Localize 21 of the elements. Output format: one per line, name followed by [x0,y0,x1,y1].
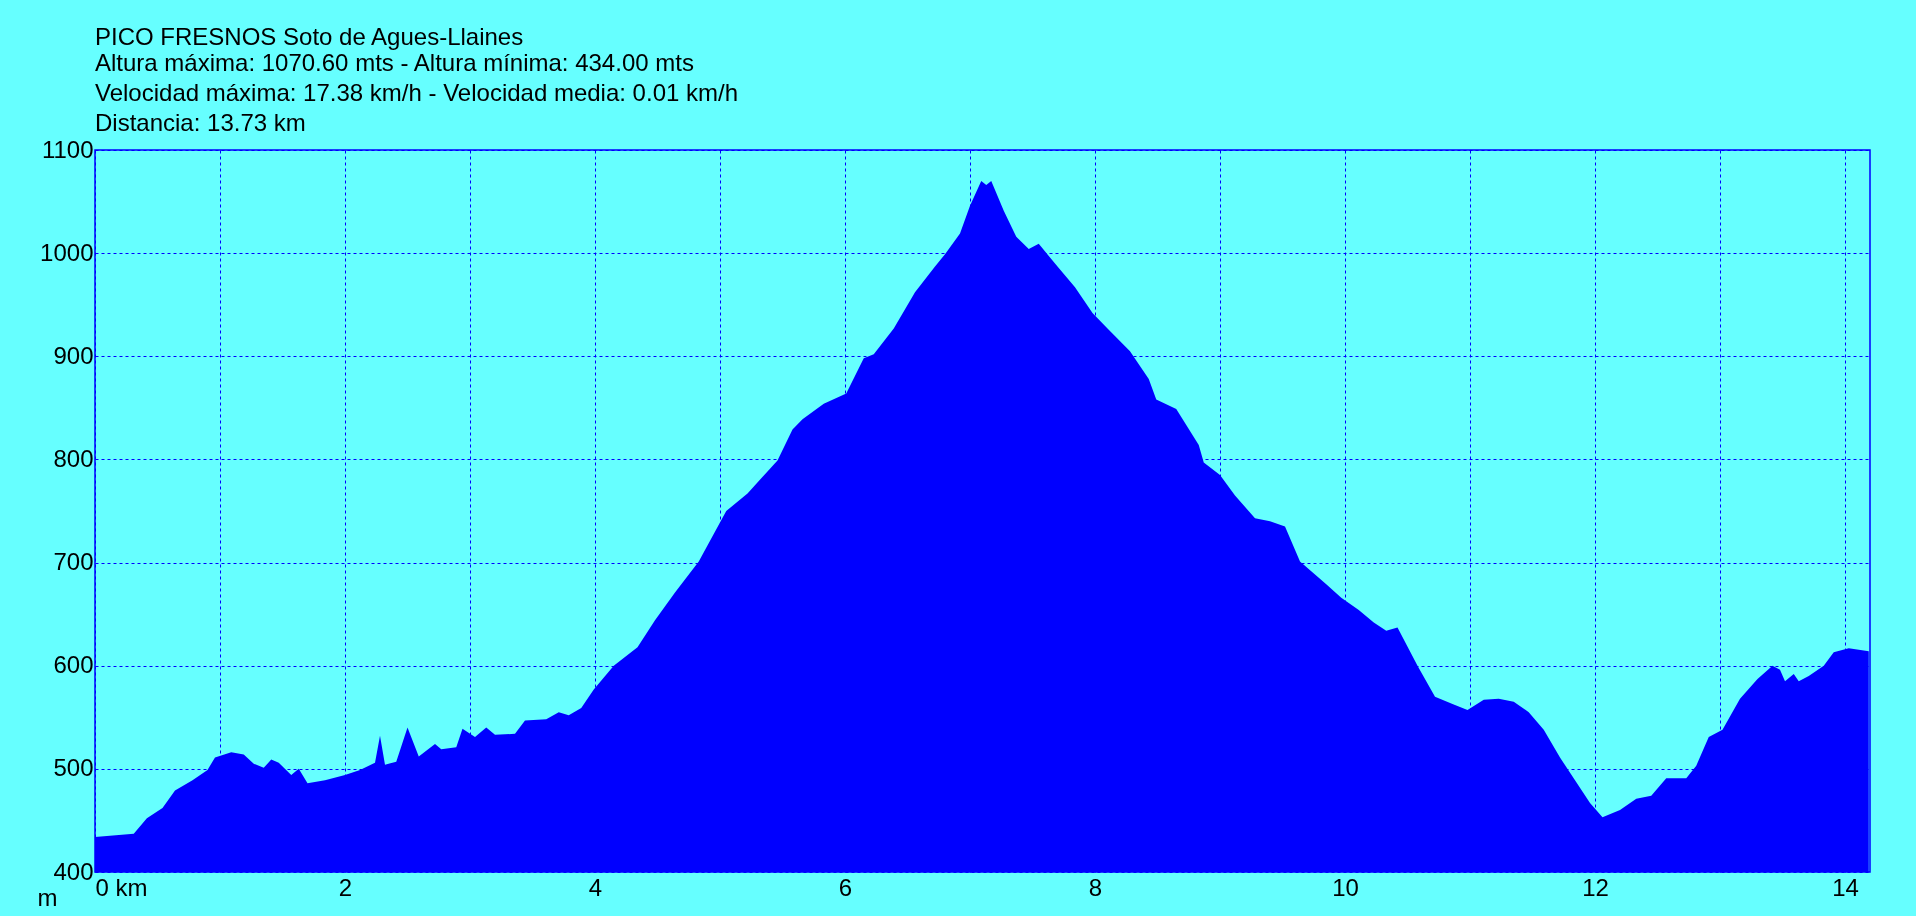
x-tick-label: 4 [588,873,603,901]
x-tick-label: 8 [1088,873,1103,901]
y-tick-label: 800 [53,444,94,472]
y-tick-label: 1000 [40,238,94,266]
text: Distancia: 13.73 km [95,109,306,136]
y-tick-label: 600 [53,651,94,679]
x-tick-label: 6 [838,873,853,901]
x-tick-label: 10 [1332,873,1359,901]
y-tick-label: 400 [53,857,94,885]
x-tick-label: 2 [338,873,353,901]
text: Altura máxima: 1070.60 mts - Altura mínima: 434.00 mts [95,49,694,76]
y-tick-label: 900 [53,341,94,369]
x-tick-label: 12 [1582,873,1609,901]
y-tick-label: 1100 [41,135,94,163]
text: Velocidad máxima: 17.38 km/h - Velocidad media: 0.01 km/h [95,79,739,106]
y-tick-label: 700 [53,548,94,576]
chart-title: PICO FRESNOS Soto de Agues-Llaines [95,23,524,50]
y-axis-title: m [37,883,58,911]
x-tick-label: 0 km [95,873,148,901]
x-tick-label: 14 [1832,873,1859,901]
y-tick-label: 500 [53,754,94,782]
